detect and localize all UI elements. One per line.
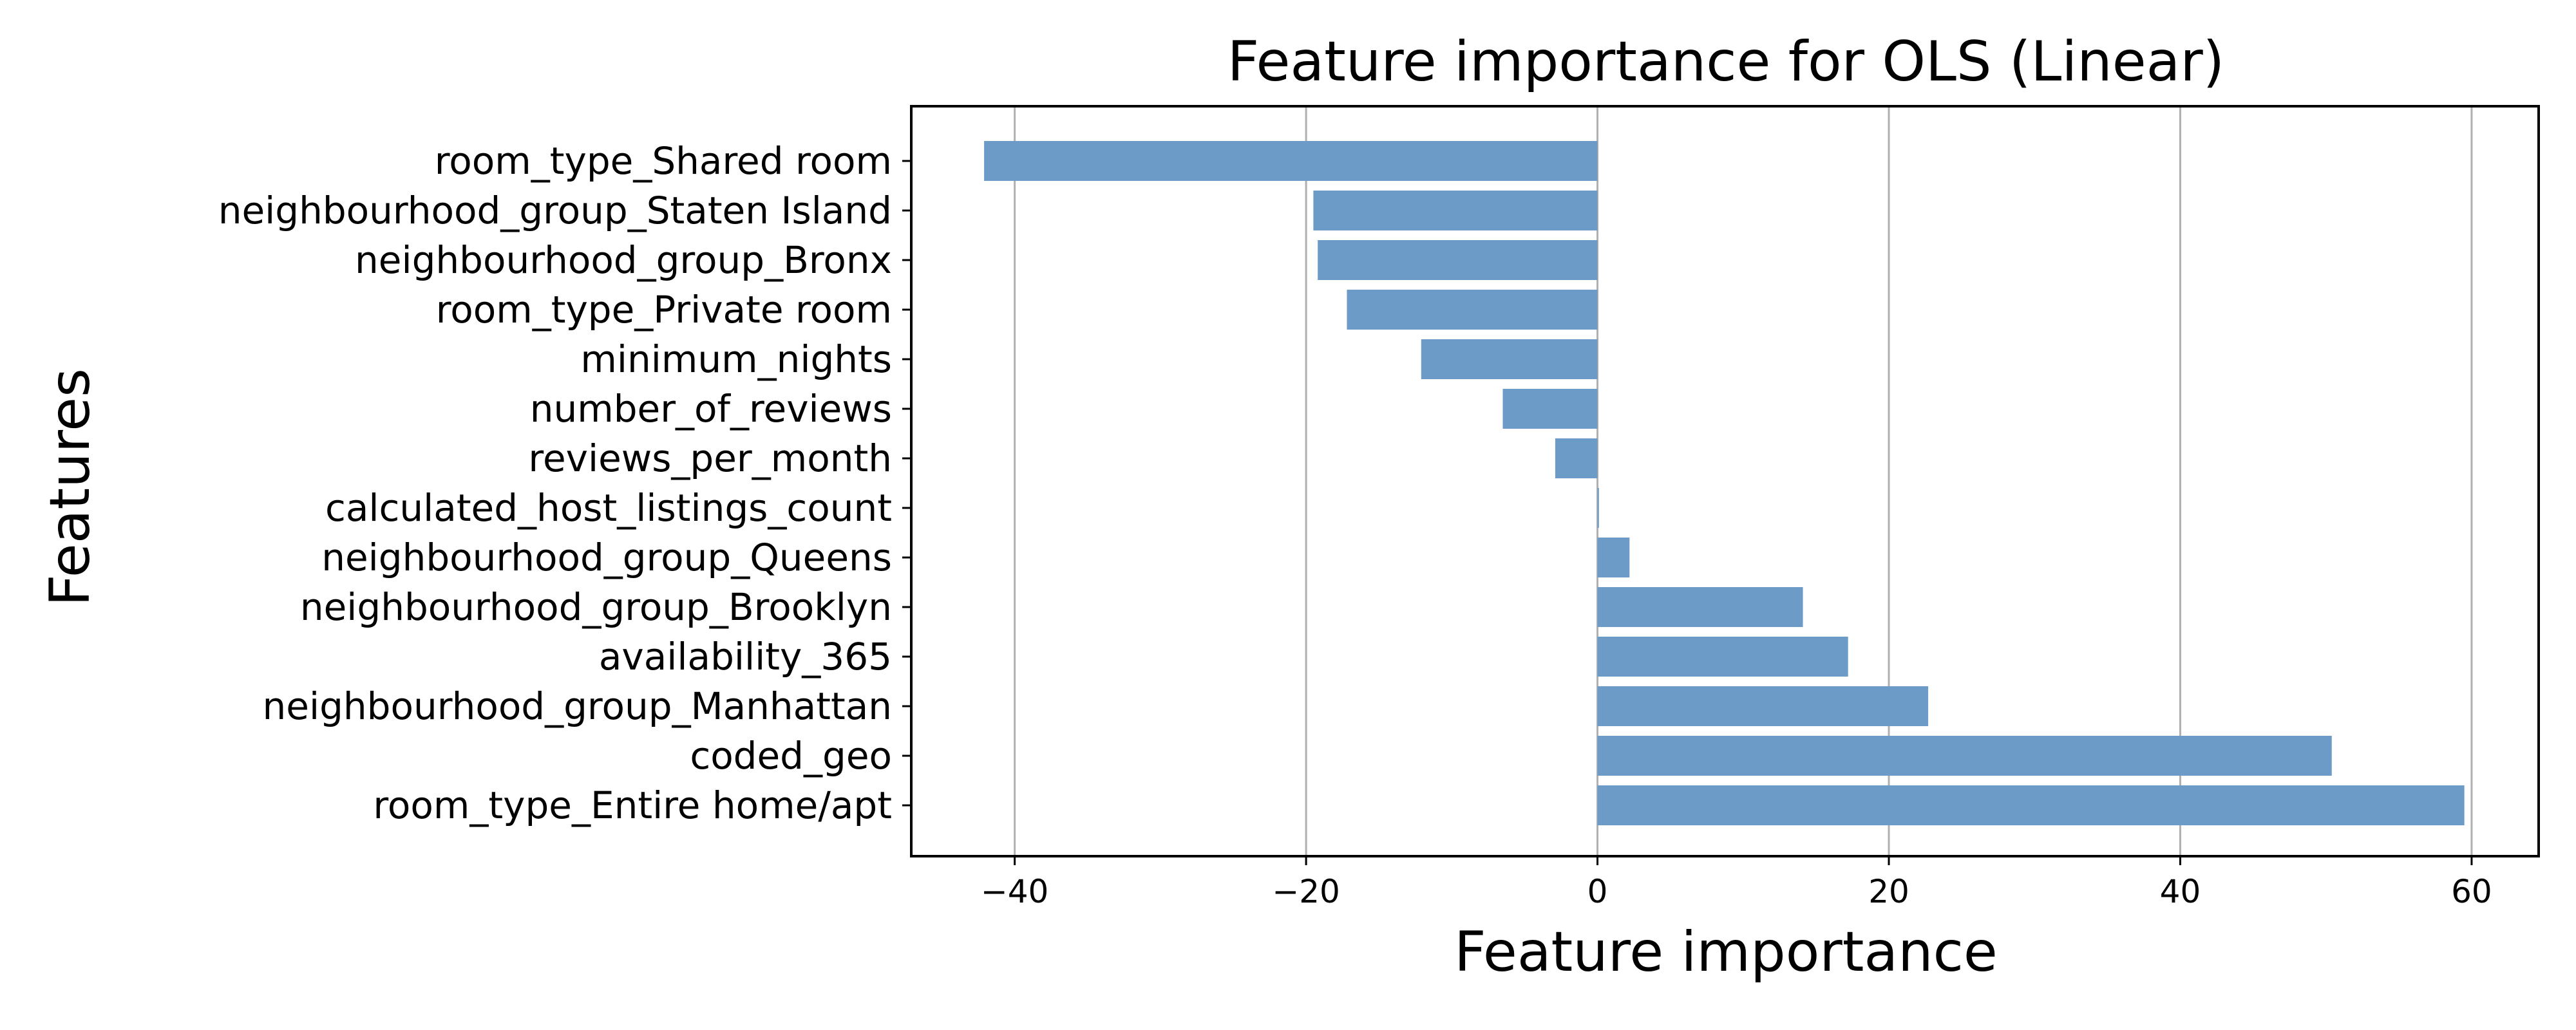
bars bbox=[984, 141, 2465, 825]
y-tick-label: neighbourhood_group_Bronx bbox=[355, 238, 892, 282]
bar bbox=[1347, 290, 1598, 330]
bar bbox=[1555, 438, 1598, 478]
y-tick-label: neighbourhood_group_Staten Island bbox=[218, 189, 892, 232]
plot-frame bbox=[910, 105, 2540, 857]
chart-title: Feature importance for OLS (Linear) bbox=[1227, 30, 2225, 94]
x-tick-label: 40 bbox=[2160, 873, 2201, 910]
x-tick-label: 60 bbox=[2451, 873, 2492, 910]
y-tick-label: coded_geo bbox=[690, 734, 892, 778]
y-tick-label: neighbourhood_group_Queens bbox=[321, 536, 892, 579]
y-tick-label: number_of_reviews bbox=[530, 387, 892, 431]
y-tick-label: reviews_per_month bbox=[528, 436, 892, 480]
bar bbox=[1597, 637, 1848, 677]
x-axis-ticks: −40 −20 0 20 40 60 bbox=[981, 856, 2492, 910]
bar bbox=[1318, 240, 1598, 280]
y-tick-label: calculated_host_listings_count bbox=[325, 486, 892, 530]
x-tick-label: −40 bbox=[981, 873, 1049, 910]
bar bbox=[1597, 488, 1599, 528]
bar bbox=[1597, 686, 1929, 726]
x-tick-label: 20 bbox=[1868, 873, 1909, 910]
bar bbox=[1502, 389, 1598, 429]
grid-lines bbox=[1014, 106, 2473, 856]
y-tick-label: minimum_nights bbox=[580, 337, 892, 381]
y-tick-label: neighbourhood_group_Brooklyn bbox=[300, 585, 892, 629]
x-tick-label: 0 bbox=[1587, 873, 1608, 910]
y-axis-label: Features bbox=[38, 368, 102, 606]
y-tick-label: room_type_Entire home/apt bbox=[373, 783, 892, 827]
bar bbox=[1597, 587, 1803, 627]
x-tick-label: −20 bbox=[1272, 873, 1340, 910]
y-tick-label: room_type_Shared room bbox=[435, 139, 892, 183]
bar bbox=[1597, 736, 2332, 776]
y-tick-label: room_type_Private room bbox=[436, 288, 892, 332]
x-axis-label: Feature importance bbox=[1454, 920, 1998, 984]
bar bbox=[1313, 191, 1598, 230]
bar bbox=[1597, 538, 1630, 577]
bar bbox=[1597, 785, 2465, 825]
y-tick-label: availability_365 bbox=[599, 635, 892, 679]
y-axis-ticks: room_type_Shared room neighbourhood_group… bbox=[218, 139, 911, 827]
bar bbox=[1421, 339, 1598, 379]
bar bbox=[984, 141, 1598, 181]
y-tick-label: neighbourhood_group_Manhattan bbox=[263, 684, 892, 728]
